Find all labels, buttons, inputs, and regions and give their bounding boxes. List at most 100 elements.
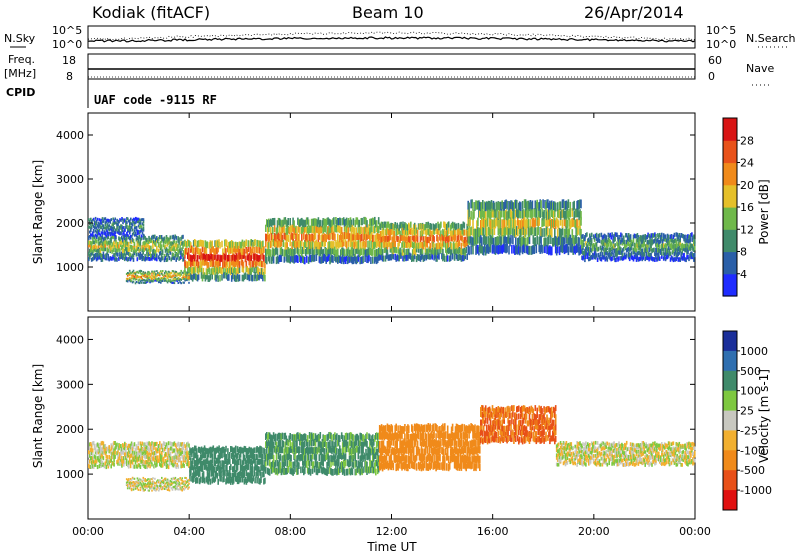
velocity-cell <box>252 475 254 482</box>
power-cell <box>446 222 449 229</box>
power-cell <box>387 229 390 236</box>
power-cell <box>265 233 267 241</box>
power-cell <box>204 258 207 266</box>
power-cell <box>265 224 267 232</box>
power-cell <box>599 251 602 257</box>
power-cell <box>90 217 92 221</box>
power-cell <box>140 272 143 275</box>
velocity-cell <box>217 454 219 461</box>
power-cell <box>322 226 324 234</box>
power-cell <box>434 252 436 259</box>
velocity-cell <box>125 461 128 466</box>
velocity-cell <box>284 468 287 475</box>
power-cell <box>631 255 634 261</box>
velocity-cell <box>178 453 181 458</box>
power-cell <box>307 246 310 254</box>
power-cell <box>110 231 113 235</box>
velocity-cell <box>97 455 100 460</box>
power-cell <box>603 233 606 238</box>
velocity-cell <box>155 463 157 468</box>
power-cell <box>516 245 518 254</box>
power-cell <box>425 236 428 243</box>
power-cell <box>297 239 299 247</box>
power-cell <box>138 241 141 246</box>
power-cell <box>308 254 311 263</box>
velocity-cell <box>215 471 217 478</box>
power-cell <box>111 234 113 239</box>
velocity-cell <box>251 477 253 484</box>
power-cell <box>383 246 386 253</box>
power-cell <box>693 247 695 252</box>
power-cell <box>475 200 477 210</box>
power-cell <box>460 242 463 249</box>
power-cell <box>543 209 545 219</box>
power-cell <box>329 225 331 233</box>
power-cell <box>370 218 372 226</box>
power-cell <box>238 253 241 260</box>
power-cell <box>489 234 492 244</box>
power-cell <box>224 253 226 261</box>
power-cell <box>190 265 192 273</box>
velocity-cell <box>181 442 183 447</box>
power-cell <box>204 240 207 247</box>
power-cell <box>95 230 98 234</box>
velocity-cell <box>183 458 185 463</box>
power-cell <box>588 237 590 242</box>
power-cell <box>145 246 147 251</box>
power-cell <box>416 229 419 236</box>
power-cell <box>122 248 125 253</box>
power-cell <box>91 246 94 250</box>
power-cell <box>667 237 670 242</box>
power-cell <box>655 237 657 242</box>
power-cell <box>95 239 98 244</box>
power-cell <box>167 273 170 276</box>
power-cell <box>191 255 194 262</box>
power-cell <box>104 236 107 241</box>
velocity-cell <box>107 446 110 451</box>
velocity-cell <box>336 459 338 466</box>
velocity-cell <box>228 453 230 460</box>
power-cell <box>385 228 388 235</box>
power-cell <box>568 218 571 227</box>
power-cell <box>116 252 118 257</box>
velocity-cell <box>302 435 304 442</box>
velocity-cell <box>163 461 166 466</box>
power-cell <box>276 240 279 248</box>
power-cell <box>151 253 153 258</box>
velocity-cell <box>174 455 177 460</box>
power-cell <box>141 218 144 221</box>
velocity-cell <box>298 446 300 453</box>
power-cell <box>479 201 481 211</box>
velocity-cell <box>316 461 319 468</box>
power-cell <box>564 210 567 220</box>
power-cell <box>499 211 502 220</box>
velocity-cell <box>292 434 294 442</box>
power-cell <box>182 244 184 249</box>
velocity-cell <box>303 461 305 468</box>
power-cell <box>609 247 611 253</box>
power-cell <box>383 221 386 228</box>
power-cell <box>298 249 300 257</box>
power-cell <box>136 246 139 251</box>
velocity-cell <box>213 453 216 460</box>
velocity-cell <box>145 454 147 459</box>
power-cell <box>97 231 100 235</box>
power-cell <box>260 267 262 275</box>
power-cell <box>159 258 162 263</box>
power-cell <box>158 274 160 277</box>
power-cell <box>679 241 681 246</box>
velocity-cell <box>209 464 212 471</box>
power-cell <box>548 210 550 220</box>
power-cell <box>509 226 511 236</box>
power-cell <box>190 246 192 253</box>
power-cell <box>688 245 690 250</box>
velocity-cell <box>217 478 219 485</box>
power-cell <box>686 234 688 240</box>
velocity-cell <box>216 465 218 471</box>
velocity-cell <box>229 458 231 465</box>
velocity-cell <box>301 454 303 461</box>
power-cell <box>127 229 129 233</box>
velocity-cell <box>193 454 195 461</box>
velocity-cell <box>98 449 101 454</box>
power-cell <box>196 247 199 255</box>
